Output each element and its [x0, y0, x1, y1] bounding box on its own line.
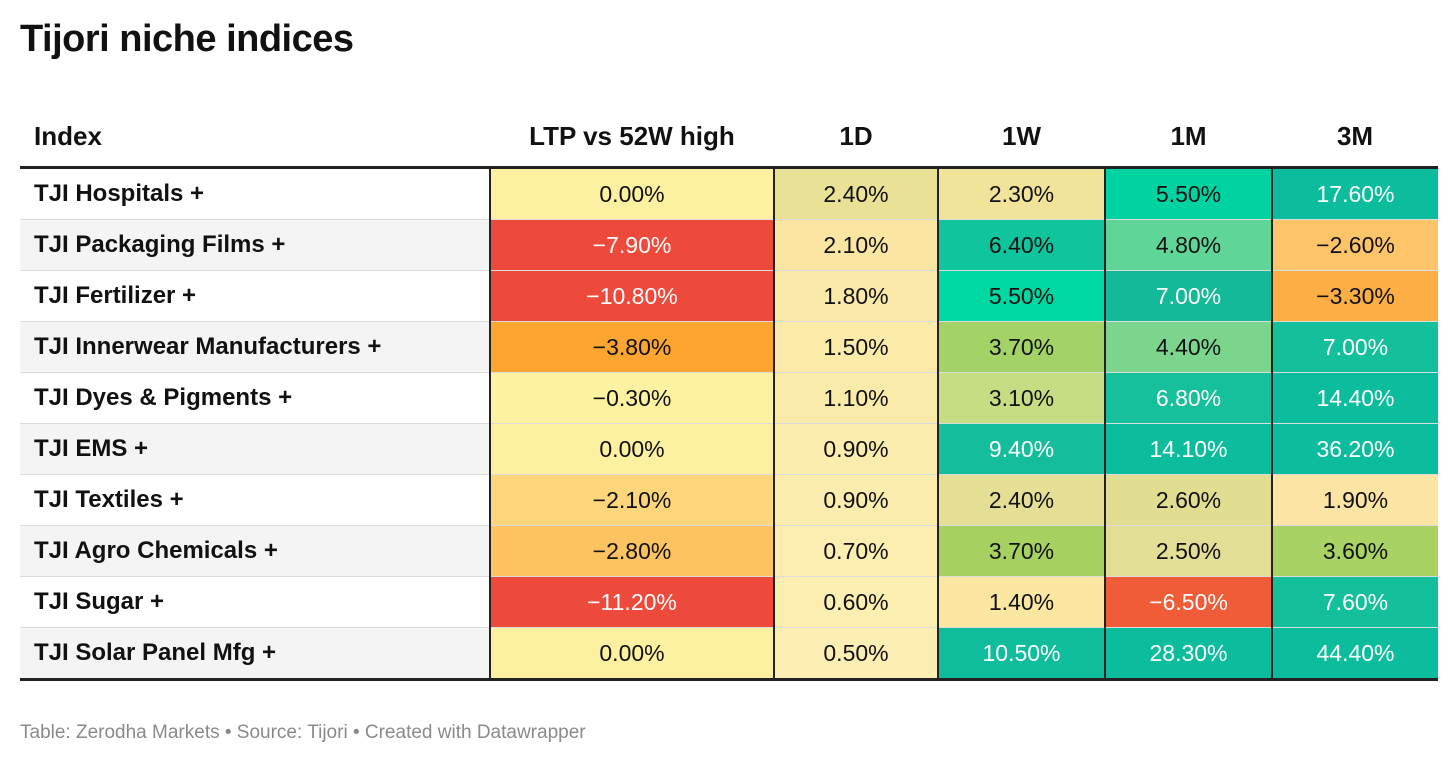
table-row: TJI Sugar + −11.20% 0.60% 1.40% −6.50% 7.60% [20, 576, 1438, 628]
table-body: TJI Hospitals +0.00% 2.40% 2.30% 5.50% 17.60… [20, 167, 1438, 681]
value-cell-ltp-vs-52w-high: −10.80% [490, 270, 775, 322]
value-cell-ltp-vs-52w-high: −0.30% [490, 372, 775, 424]
value-cell-ltp-vs-52w-high: 0.00% [490, 167, 775, 220]
column-header-ltp-vs-52w-high[interactable]: LTP vs 52W high [490, 106, 774, 169]
value-cell-1w: 5.50% [938, 270, 1106, 322]
value-cell-1d: 1.80% [774, 270, 939, 322]
value-cell-1w: 3.70% [938, 525, 1106, 577]
table-header-row: Index LTP vs 52W high 1D 1W 1M 3M [20, 106, 1438, 169]
index-name-cell: TJI Fertilizer + [20, 270, 491, 322]
value-cell-1m: 4.40% [1105, 321, 1273, 373]
index-name-cell: TJI Dyes & Pigments + [20, 372, 491, 424]
source-footer: Table: Zerodha Markets • Source: Tijori … [20, 722, 586, 743]
value-cell-1m: 2.60% [1105, 474, 1273, 526]
value-cell-1w: 2.30% [938, 167, 1106, 220]
value-cell-ltp-vs-52w-high: −3.80% [490, 321, 775, 373]
value-cell-1d: 0.50% [774, 627, 939, 681]
table-row: TJI Solar Panel Mfg +0.00% 0.50% 10.50% 28.… [20, 627, 1438, 681]
value-cell-3m: 14.40% [1272, 372, 1438, 424]
value-cell-1d: 2.10% [774, 219, 939, 271]
index-name-cell: TJI Innerwear Manufacturers + [20, 321, 491, 373]
value-cell-1m: 7.00% [1105, 270, 1273, 322]
value-cell-3m: 44.40% [1272, 627, 1438, 681]
index-name-cell: TJI Textiles + [20, 474, 491, 526]
value-cell-1m: 6.80% [1105, 372, 1273, 424]
index-name-cell: TJI EMS + [20, 423, 491, 475]
value-cell-1w: 3.70% [938, 321, 1106, 373]
value-cell-1m: 28.30% [1105, 627, 1273, 681]
value-cell-1m: 2.50% [1105, 525, 1273, 577]
value-cell-1d: 0.60% [774, 576, 939, 628]
table-row: TJI EMS +0.00% 0.90% 9.40% 14.10% 36.20% [20, 423, 1438, 475]
table-row: TJI Hospitals +0.00% 2.40% 2.30% 5.50% 17.60… [20, 167, 1438, 220]
value-cell-1m: 14.10% [1105, 423, 1273, 475]
column-header-1w[interactable]: 1W [938, 106, 1105, 169]
value-cell-1w: 2.40% [938, 474, 1106, 526]
value-cell-1m: 5.50% [1105, 167, 1273, 220]
value-cell-1d: 1.10% [774, 372, 939, 424]
table-row: TJI Agro Chemicals + −2.80% 0.70% 3.70% 2.50… [20, 525, 1438, 577]
value-cell-ltp-vs-52w-high: −2.10% [490, 474, 775, 526]
value-cell-1d: 0.90% [774, 474, 939, 526]
value-cell-ltp-vs-52w-high: −7.90% [490, 219, 775, 271]
value-cell-1w: 3.10% [938, 372, 1106, 424]
value-cell-1d: 2.40% [774, 167, 939, 220]
index-name-cell: TJI Solar Panel Mfg + [20, 627, 491, 681]
index-name-cell: TJI Sugar + [20, 576, 491, 628]
value-cell-1m: −6.50% [1105, 576, 1273, 628]
value-cell-1w: 6.40% [938, 219, 1106, 271]
index-name-cell: TJI Agro Chemicals + [20, 525, 491, 577]
value-cell-ltp-vs-52w-high: 0.00% [490, 627, 775, 681]
indices-table: Index LTP vs 52W high 1D 1W 1M 3M TJI Ho… [20, 106, 1438, 681]
value-cell-3m: 36.20% [1272, 423, 1438, 475]
column-header-1d[interactable]: 1D [774, 106, 938, 169]
column-header-1m[interactable]: 1M [1105, 106, 1272, 169]
index-name-cell: TJI Packaging Films + [20, 219, 491, 271]
table-row: TJI Fertilizer + −10.80% 1.80% 5.50% 7.00% −3… [20, 270, 1438, 322]
table-row: TJI Textiles + −2.10% 0.90% 2.40% 2.60% 1.90% [20, 474, 1438, 526]
value-cell-1d: 1.50% [774, 321, 939, 373]
value-cell-1d: 0.70% [774, 525, 939, 577]
column-header-index[interactable]: Index [20, 106, 490, 169]
value-cell-3m: 17.60% [1272, 167, 1438, 220]
value-cell-1w: 1.40% [938, 576, 1106, 628]
value-cell-ltp-vs-52w-high: 0.00% [490, 423, 775, 475]
value-cell-1d: 0.90% [774, 423, 939, 475]
value-cell-ltp-vs-52w-high: −2.80% [490, 525, 775, 577]
table-row: TJI Packaging Films + −7.90% 2.10% 6.40% 4.8… [20, 219, 1438, 271]
table-row: TJI Innerwear Manufacturers + −3.80% 1.50%… [20, 321, 1438, 373]
value-cell-ltp-vs-52w-high: −11.20% [490, 576, 775, 628]
column-header-3m[interactable]: 3M [1272, 106, 1438, 169]
value-cell-3m: −3.30% [1272, 270, 1438, 322]
value-cell-1m: 4.80% [1105, 219, 1273, 271]
page-title: Tijori niche indices [20, 18, 354, 60]
table-row: TJI Dyes & Pigments + −0.30% 1.10% 3.10% 6.8… [20, 372, 1438, 424]
value-cell-3m: 1.90% [1272, 474, 1438, 526]
value-cell-3m: 7.60% [1272, 576, 1438, 628]
value-cell-1w: 9.40% [938, 423, 1106, 475]
value-cell-3m: −2.60% [1272, 219, 1438, 271]
value-cell-3m: 7.00% [1272, 321, 1438, 373]
index-name-cell: TJI Hospitals + [20, 167, 491, 220]
value-cell-3m: 3.60% [1272, 525, 1438, 577]
value-cell-1w: 10.50% [938, 627, 1106, 681]
